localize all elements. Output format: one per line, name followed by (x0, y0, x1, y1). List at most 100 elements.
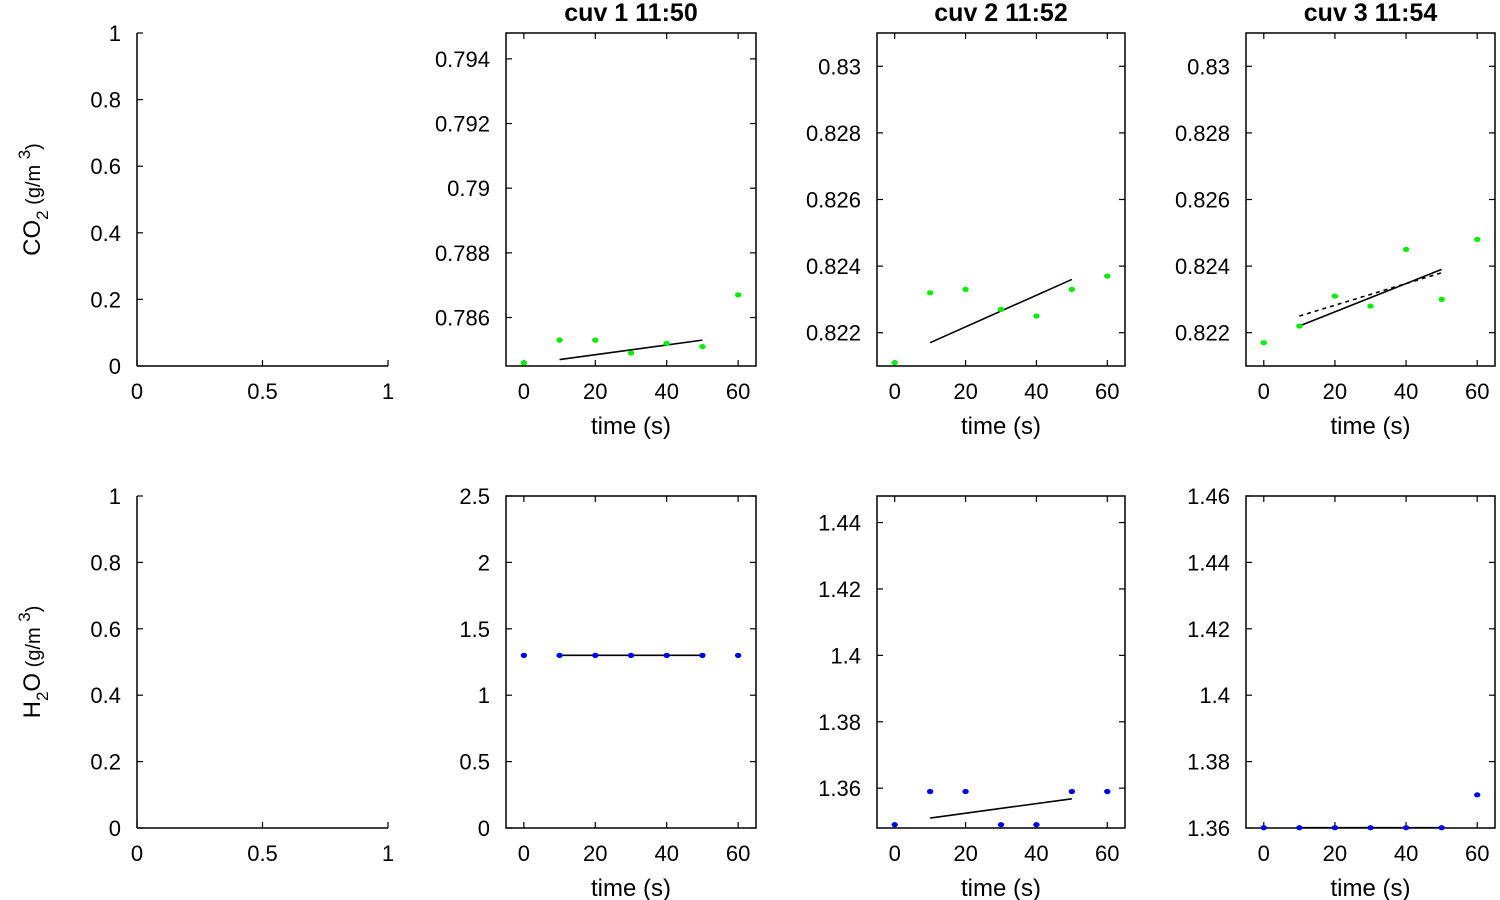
x-tick-label: 20 (583, 379, 607, 404)
y-tick-label: 1.44 (1187, 550, 1230, 575)
y-tick-label: 1.5 (459, 617, 490, 642)
y-tick-label: 0.4 (90, 221, 121, 246)
data-point (997, 306, 1005, 312)
data-point (556, 337, 563, 343)
y-tick-label: 0.822 (806, 321, 861, 346)
y-tick-label: 1.44 (818, 511, 861, 536)
y-tick-label: 0.5 (459, 750, 490, 775)
y-tick-label: 1 (109, 484, 121, 509)
y-tick-label: 0.788 (435, 241, 490, 266)
x-tick-label: 60 (726, 841, 750, 866)
data-point (663, 340, 670, 346)
panel-co2-cuv2: 0.822 0.824 0.826 0.828 0.83 0 20 40 60 cuv 2 11:… (806, 0, 1126, 440)
data-point (1068, 286, 1076, 293)
data-point (1438, 825, 1445, 831)
y-tick-label: 0.826 (1175, 188, 1230, 213)
x-tick-label: 40 (1394, 379, 1418, 404)
x-tick-label: 0 (889, 379, 901, 404)
data-point (926, 290, 934, 296)
x-tick-label: 60 (1095, 841, 1119, 866)
data-point (627, 350, 635, 356)
data-point (699, 652, 706, 658)
y-tick-label: 0.828 (1175, 121, 1230, 146)
y-tick-label: 0 (478, 816, 490, 841)
x-tick-label: 0 (1258, 379, 1270, 404)
x-tick-label: 40 (1024, 379, 1048, 404)
x-tick-label: 0.5 (247, 841, 278, 866)
data-point (592, 652, 599, 658)
data-point (556, 652, 563, 658)
data-point (997, 822, 1005, 828)
y-label-main: H (19, 701, 46, 718)
y-tick-label: 1.4 (1199, 683, 1230, 708)
x-tick-label: 40 (1394, 841, 1418, 866)
x-tick-label: 60 (1465, 841, 1489, 866)
data-point (1033, 822, 1040, 828)
data-point (1296, 825, 1303, 831)
data-point (1438, 296, 1445, 302)
y-tick-label: 0.6 (90, 617, 121, 642)
data-point (926, 788, 934, 795)
data-point (891, 360, 898, 366)
x-axis-label: time (s) (591, 875, 671, 900)
panel-co2-cuv1: 0.786 0.788 0.79 0.792 0.794 0 20 40 60 cuv 1 11:… (435, 0, 757, 440)
x-tick-label: 20 (953, 841, 977, 866)
y-tick-label: 1.4 (830, 643, 861, 668)
y-tick-label: 0.4 (90, 683, 121, 708)
plot-frame (505, 32, 757, 367)
x-tick-label: 20 (583, 841, 607, 866)
y-tick-label: 1.38 (1187, 750, 1230, 775)
x-axis-label: time (s) (591, 413, 671, 440)
y-tick-label: 0.822 (1175, 321, 1230, 346)
panel-co2-cuv3: 0.822 0.824 0.826 0.828 0.83 0 20 40 60 cuv 3 11:… (1175, 0, 1496, 440)
y-label-superscript: 3 (15, 150, 34, 159)
x-tick-label: 0 (131, 379, 143, 404)
data-point (1402, 246, 1410, 253)
y-tick-label: 1.36 (1187, 816, 1230, 841)
x-tick-label: 0 (889, 841, 901, 866)
data-point (1068, 788, 1076, 795)
y-tick-label: 0.2 (90, 287, 121, 312)
data-point (1367, 825, 1374, 831)
y-tick-label: 1 (478, 683, 490, 708)
data-point (1402, 825, 1410, 831)
x-tick-label: 0 (518, 379, 530, 404)
data-point (1260, 340, 1267, 346)
data-point (1104, 788, 1111, 795)
y-label-main: CO (19, 220, 46, 256)
y-tick-label: 0.794 (435, 47, 490, 72)
y-tick-label: 1.42 (818, 577, 861, 602)
data-point (734, 652, 742, 658)
x-tick-label: 40 (654, 379, 678, 404)
data-point (1260, 825, 1267, 831)
data-point (1367, 303, 1374, 309)
data-point (663, 652, 670, 658)
y-tick-label: 0.828 (806, 121, 861, 146)
y-tick-label: 0.786 (435, 306, 490, 331)
fit-line-dashed (1299, 271, 1442, 317)
plot-frame (876, 495, 1126, 829)
x-tick-label: 40 (1024, 841, 1048, 866)
x-tick-label: 20 (1323, 379, 1347, 404)
y-tick-label: 0.2 (90, 750, 121, 775)
x-tick-label: 60 (1465, 379, 1489, 404)
x-tick-label: 1 (382, 841, 394, 866)
y-tick-label: 1.38 (818, 710, 861, 735)
data-point (891, 822, 898, 828)
data-point (699, 344, 706, 350)
data-point (962, 788, 969, 795)
panel-h2o-cuv3: 1.36 1.38 1.4 1.42 1.44 1.46 0 20 40 60 time (s) (1187, 484, 1496, 900)
panel-h2o-label-panel: 0 0.2 0.4 0.6 0.8 1 0 0.5 1 H2O (g/m 3) (15, 484, 394, 866)
x-tick-label: 40 (654, 841, 678, 866)
x-tick-label: 60 (1095, 379, 1119, 404)
x-axis-label: time (s) (961, 413, 1041, 440)
x-tick-label: 20 (1323, 841, 1347, 866)
y-tick-label: 0.83 (1187, 54, 1230, 79)
data-point (734, 292, 742, 298)
x-tick-label: 0 (518, 841, 530, 866)
panel-title: cuv 1 11:50 (564, 0, 697, 27)
x-tick-label: 0.5 (247, 379, 278, 404)
y-tick-label: 0 (109, 354, 121, 379)
panel-h2o-cuv1: 0 0.5 1 1.5 2 2.5 0 20 40 60 time (s) (459, 484, 757, 900)
